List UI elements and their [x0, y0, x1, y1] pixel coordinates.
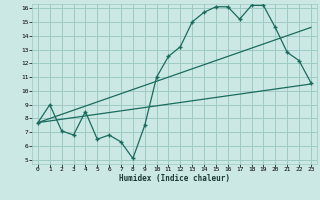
X-axis label: Humidex (Indice chaleur): Humidex (Indice chaleur) — [119, 174, 230, 183]
